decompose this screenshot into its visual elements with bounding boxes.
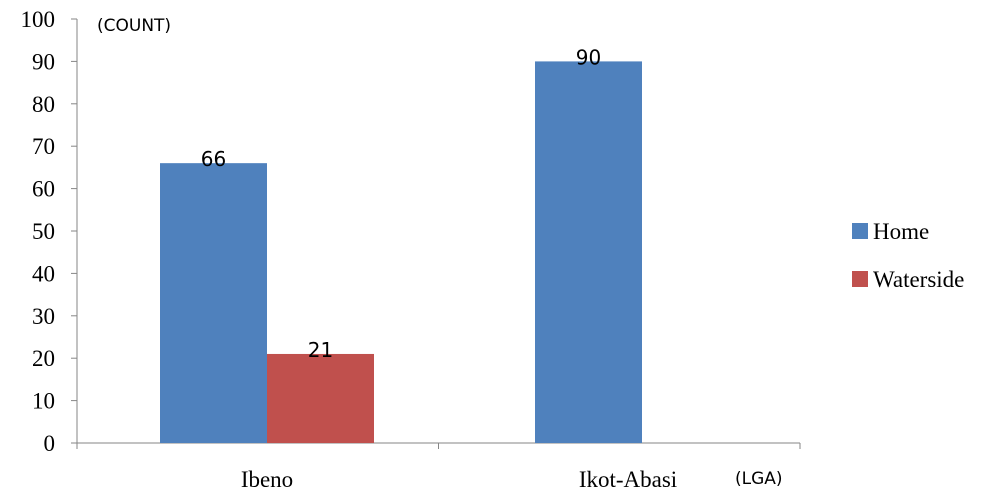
legend-swatch-waterside (852, 271, 868, 287)
bar-waterside-ibeno (267, 353, 374, 443)
legend-label-home: Home (873, 219, 929, 244)
legend: Home Waterside (852, 219, 964, 292)
x-category-label: Ibeno (241, 467, 293, 492)
y-tick-label: 10 (32, 389, 55, 414)
legend-label-waterside: Waterside (873, 267, 964, 292)
y-axis-ticks: 0 10 20 30 40 50 60 70 80 90 100 (21, 7, 77, 456)
y-tick-label: 0 (44, 431, 56, 456)
x-axis-label: (LGA) (735, 469, 783, 489)
data-label: 21 (308, 338, 333, 362)
data-label: 66 (201, 147, 226, 171)
y-tick-label: 20 (32, 346, 55, 371)
x-axis-categories: Ibeno Ikot-Abasi (241, 467, 677, 492)
bar-home-ikot-abasi (535, 61, 642, 444)
x-category-label: Ikot-Abasi (579, 467, 677, 492)
data-labels: 66 90 21 (201, 45, 601, 362)
y-tick-label: 70 (32, 134, 55, 159)
y-tick-label: 60 (32, 177, 55, 202)
bar-home-ibeno (160, 163, 267, 443)
data-label: 90 (576, 45, 601, 69)
y-tick-label: 80 (32, 92, 55, 117)
legend-swatch-home (852, 223, 868, 239)
y-tick-label: 30 (32, 304, 55, 329)
y-tick-label: 40 (32, 261, 55, 286)
y-tick-label: 90 (32, 49, 55, 74)
y-tick-label: 50 (32, 219, 55, 244)
y-axis-label: (COUNT) (97, 16, 171, 36)
bars (160, 61, 642, 444)
y-tick-label: 100 (21, 7, 56, 32)
